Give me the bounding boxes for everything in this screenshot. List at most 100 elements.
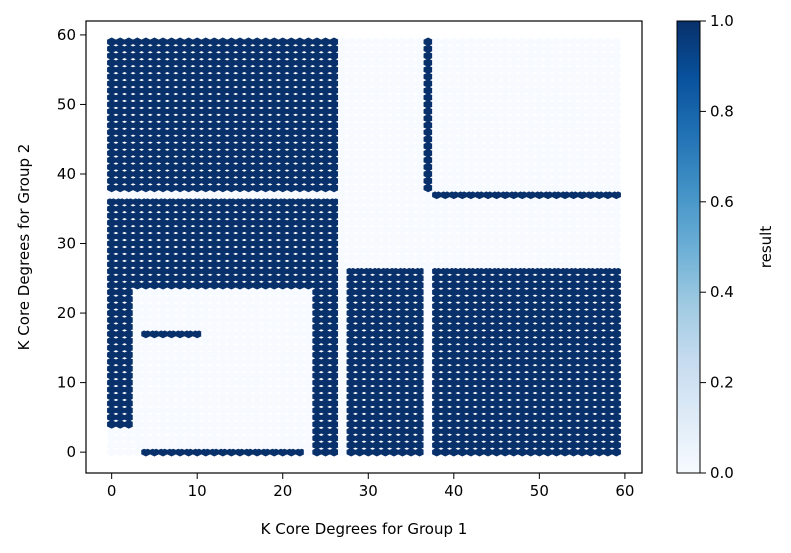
hex-cell (406, 392, 416, 401)
hex-cell (440, 100, 450, 109)
hex-cell (449, 162, 459, 172)
hex-cell (534, 399, 544, 408)
hex-cell (295, 350, 305, 360)
hex-cell (158, 51, 168, 61)
hex-cell (115, 93, 125, 102)
hex-cell (201, 287, 211, 297)
hex-cell (226, 308, 237, 318)
hex-cell (500, 267, 510, 276)
hex-cell (551, 121, 562, 130)
hex-cell (586, 371, 596, 380)
hex-cell (355, 127, 365, 137)
hex-cell (526, 371, 536, 380)
hex-cell (286, 197, 296, 207)
hex-cell (252, 176, 262, 186)
hex-cell (560, 253, 570, 262)
hex-cell (568, 343, 579, 353)
hex-cell (115, 440, 125, 450)
hex-cell (457, 447, 467, 457)
hex-cell (457, 357, 467, 367)
hex-cell (124, 253, 134, 262)
hex-cell (149, 329, 160, 339)
hex-cell (149, 267, 160, 276)
hex-cell (303, 141, 313, 151)
hex-cell (543, 114, 553, 123)
hex-cell (363, 65, 373, 74)
hex-cell (432, 385, 442, 394)
hex-cell (209, 183, 219, 193)
hex-cell (158, 148, 168, 158)
hex-cell (269, 343, 279, 353)
hex-cell (312, 392, 322, 401)
hex-cell (491, 260, 502, 269)
hex-cell (526, 218, 536, 227)
hex-cell (568, 121, 579, 130)
hex-cell (320, 440, 331, 450)
hex-cell (500, 197, 510, 207)
hex-cell (209, 447, 219, 457)
hex-cell (389, 322, 399, 332)
hex-cell (534, 197, 544, 207)
hex-cell (269, 44, 279, 54)
hex-cell (449, 260, 459, 269)
hex-cell (141, 399, 151, 408)
hex-cell (551, 86, 562, 95)
hex-cell (107, 447, 117, 457)
hex-cell (551, 392, 562, 401)
hex-cell (107, 58, 117, 68)
hex-cell (432, 155, 442, 165)
hex-cell (423, 239, 433, 248)
hex-cell (423, 100, 433, 109)
hex-cell (509, 58, 519, 68)
hex-cell (226, 183, 237, 193)
hex-cell (500, 246, 510, 255)
hex-cell (560, 357, 570, 367)
hex-cell (517, 114, 527, 123)
hex-cell (355, 58, 365, 68)
hex-cell (440, 204, 450, 214)
hex-cell (338, 197, 348, 207)
hex-cell (440, 37, 450, 47)
hex-cell (158, 385, 168, 394)
hex-cell (158, 253, 168, 262)
hex-cell (415, 287, 425, 297)
hex-cell (209, 267, 219, 276)
hex-cell (440, 350, 450, 360)
hex-cell (483, 183, 493, 193)
hex-cell (372, 322, 382, 332)
y-tick-label: 10 (57, 374, 76, 392)
hex-cell (577, 420, 587, 429)
hex-cell (440, 385, 450, 394)
hex-cell (124, 308, 134, 318)
hex-cell (303, 218, 313, 227)
hex-cell (534, 114, 544, 123)
hex-cell (449, 357, 459, 367)
hex-cell (320, 183, 331, 193)
hex-cell (261, 371, 271, 380)
hex-cell (320, 93, 331, 102)
hex-cell (560, 100, 570, 109)
hex-cell (363, 127, 373, 137)
hex-cell (235, 93, 245, 102)
hex-cell (201, 107, 211, 116)
hex-cell (329, 51, 339, 61)
hex-cell (286, 322, 296, 332)
hex-cell (201, 253, 211, 262)
hex-cell (586, 273, 596, 283)
hex-cell (278, 294, 288, 304)
hex-cell (423, 260, 433, 269)
hex-cell (184, 322, 194, 332)
hex-cell (269, 79, 279, 88)
hex-cell (338, 433, 348, 443)
hex-cell (380, 294, 390, 304)
hex-cell (568, 301, 579, 311)
hex-cell (261, 267, 271, 276)
hex-cell (269, 183, 279, 193)
hex-cell (500, 343, 510, 353)
hex-cell (158, 162, 168, 172)
hex-cell (568, 433, 579, 443)
hex-cell (132, 301, 142, 311)
hex-cell (243, 72, 254, 81)
hex-cell (483, 211, 493, 221)
hex-cell (457, 378, 467, 387)
